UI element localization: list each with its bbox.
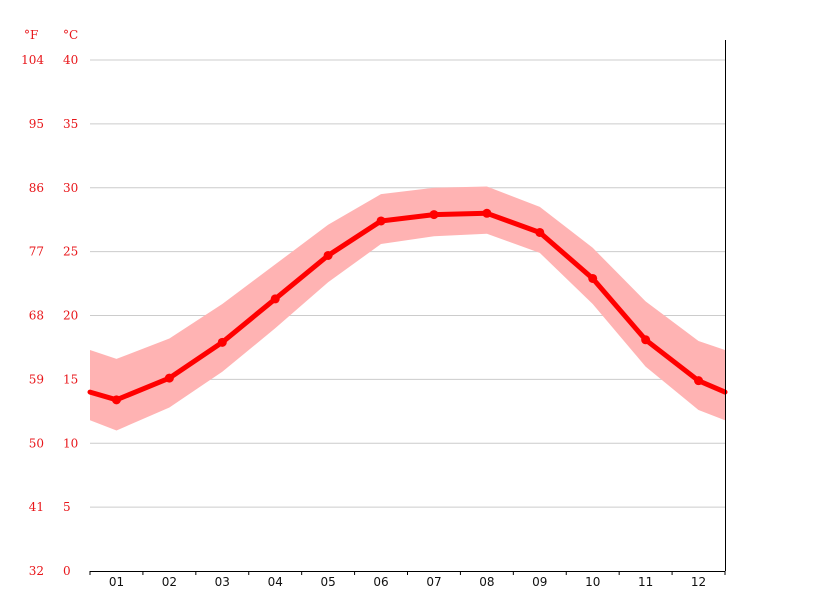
x-tick-label: 06 bbox=[373, 575, 388, 589]
x-tick-label: 07 bbox=[426, 575, 441, 589]
grid-layer bbox=[90, 59, 725, 508]
x-tick-label: 03 bbox=[215, 575, 230, 589]
y-tick-label-fahrenheit: 95 bbox=[29, 117, 44, 131]
x-tick-label: 09 bbox=[532, 575, 547, 589]
x-tick-label: 10 bbox=[585, 575, 600, 589]
data-point bbox=[376, 216, 386, 226]
x-tick-label: 04 bbox=[268, 575, 283, 589]
y-tick-label-celsius: 5 bbox=[63, 500, 71, 514]
data-point bbox=[323, 250, 333, 260]
y-tick-label-celsius: 40 bbox=[63, 53, 78, 67]
label-layer: °F °C 0 32 5 41 10 50 15 59 20 68 25 77 30 86 35 95 40 10… bbox=[21, 28, 706, 589]
unit-label-celsius: °C bbox=[63, 28, 78, 42]
x-tick-label: 02 bbox=[162, 575, 177, 589]
x-tick-label: 08 bbox=[479, 575, 494, 589]
line-layer bbox=[87, 208, 728, 405]
data-point bbox=[694, 376, 704, 386]
x-tick-label: 01 bbox=[109, 575, 124, 589]
y-tick-label-celsius: 20 bbox=[63, 309, 78, 323]
y-tick-label-fahrenheit: 86 bbox=[29, 181, 44, 195]
x-tick-label: 12 bbox=[691, 575, 706, 589]
data-point bbox=[482, 208, 492, 218]
data-point bbox=[535, 227, 545, 237]
temperature-range-band bbox=[90, 186, 725, 431]
y-tick-label-celsius: 30 bbox=[63, 181, 78, 195]
y-tick-label-fahrenheit: 59 bbox=[29, 372, 44, 386]
y-tick-label-fahrenheit: 32 bbox=[29, 564, 44, 578]
data-point bbox=[111, 395, 121, 405]
data-point bbox=[217, 337, 227, 347]
axis-layer bbox=[89, 40, 726, 575]
y-tick-label-fahrenheit: 104 bbox=[21, 53, 44, 67]
x-tick-label: 05 bbox=[320, 575, 335, 589]
data-point bbox=[588, 273, 598, 283]
y-tick-label-celsius: 35 bbox=[63, 117, 78, 131]
y-tick-label-fahrenheit: 50 bbox=[29, 436, 44, 450]
data-point bbox=[164, 373, 174, 383]
data-point bbox=[429, 210, 439, 220]
data-point bbox=[641, 335, 651, 345]
y-tick-label-celsius: 0 bbox=[63, 564, 71, 578]
y-tick-label-fahrenheit: 68 bbox=[29, 309, 44, 323]
unit-label-fahrenheit: °F bbox=[24, 28, 38, 42]
y-tick-label-celsius: 25 bbox=[63, 245, 78, 259]
series-line bbox=[87, 210, 728, 403]
data-point bbox=[270, 294, 280, 304]
y-tick-label-fahrenheit: 41 bbox=[29, 500, 44, 514]
x-tick-label: 11 bbox=[638, 575, 653, 589]
band-layer bbox=[90, 186, 725, 431]
y-tick-label-fahrenheit: 77 bbox=[29, 245, 44, 259]
y-tick-label-celsius: 10 bbox=[63, 436, 78, 450]
y-tick-label-celsius: 15 bbox=[63, 372, 78, 386]
